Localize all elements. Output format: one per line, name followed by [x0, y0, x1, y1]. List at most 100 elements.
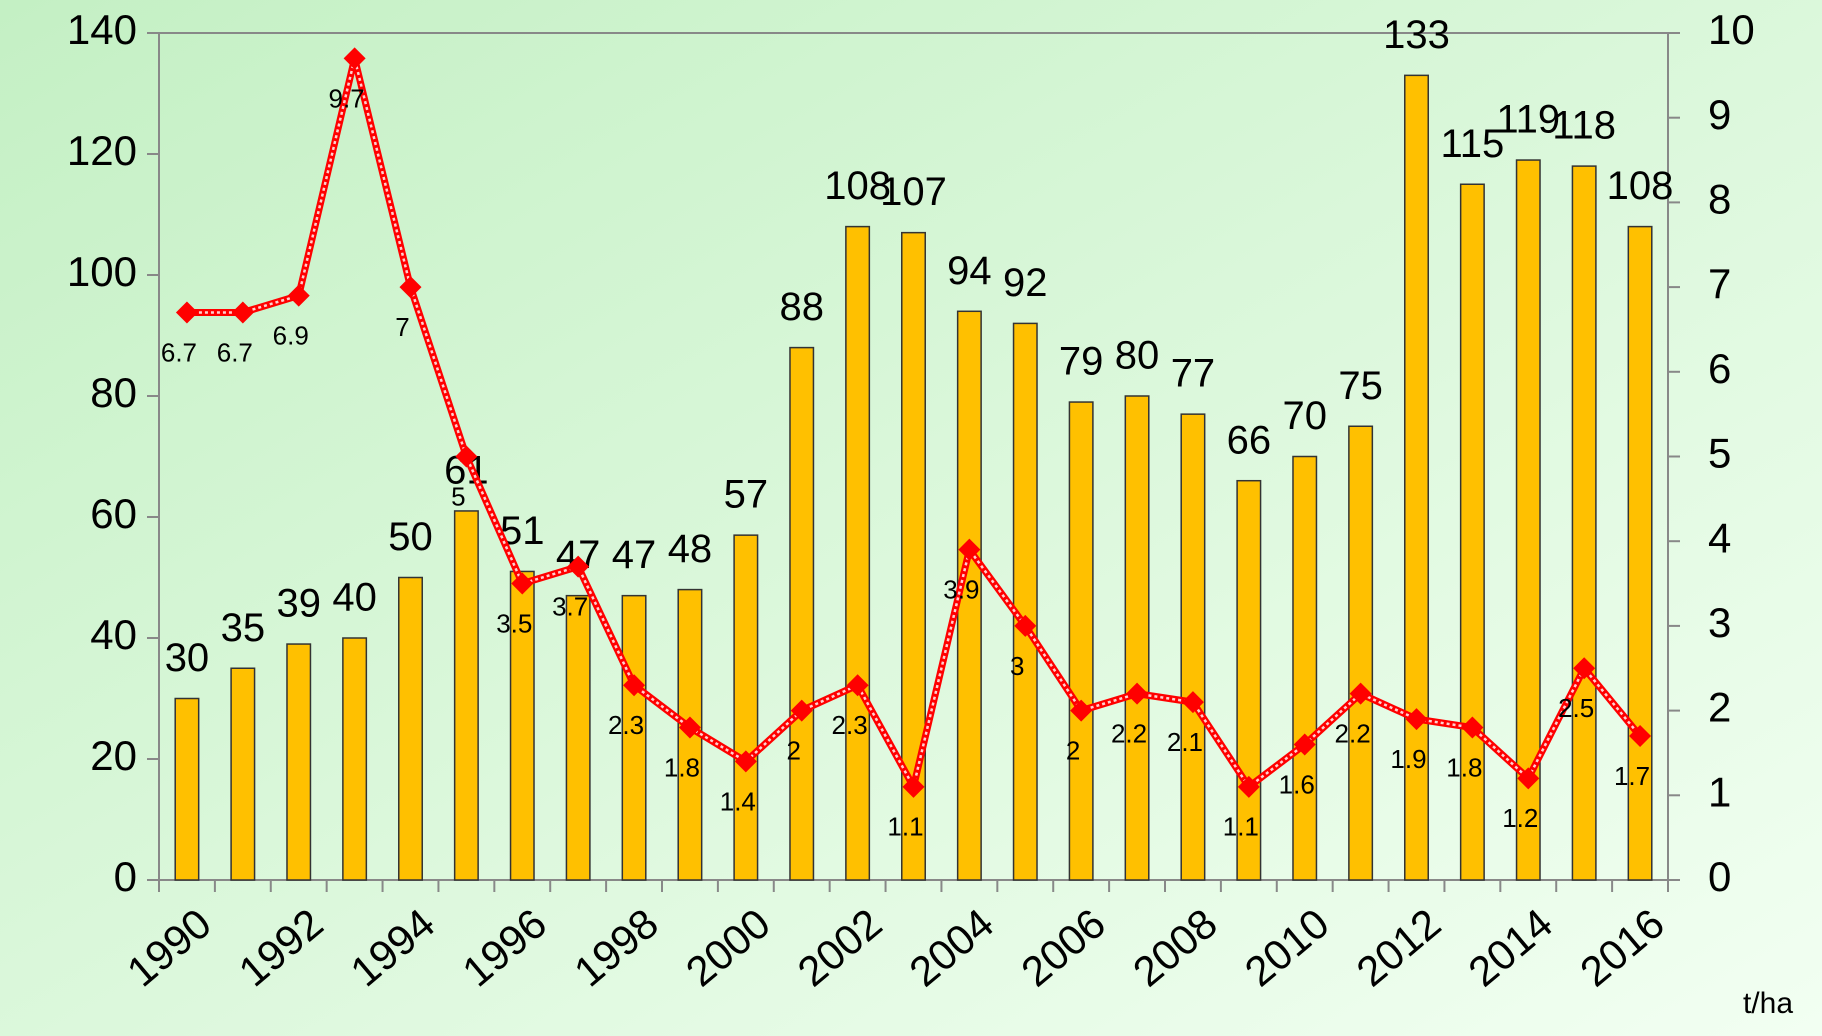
marker: [958, 538, 981, 561]
line-value-label: 1.1: [887, 812, 923, 842]
marker: [623, 674, 646, 697]
marker: [1461, 716, 1484, 739]
y2-tick-label: 9: [1708, 91, 1731, 138]
bar-value-label: 30: [165, 636, 210, 680]
line-value-label: 2: [786, 735, 800, 765]
bar: [1068, 401, 1094, 881]
bar: [733, 534, 759, 881]
bar-value-label: 79: [1059, 340, 1104, 384]
line-value-label: 3.9: [943, 575, 979, 605]
bar: [901, 231, 926, 881]
line-value-label: 1.8: [1446, 752, 1482, 782]
bar-value-label: 75: [1338, 364, 1383, 408]
y2-tick-label: 10: [1708, 6, 1755, 53]
line-value-label: 3: [1010, 651, 1024, 681]
y2-tick-label: 2: [1708, 684, 1731, 731]
y-tick-label: 40: [90, 611, 137, 658]
marker: [1181, 691, 1204, 714]
y2-tick-label: 1: [1708, 768, 1731, 815]
bar: [1515, 159, 1541, 881]
line-value-label: 2.3: [832, 710, 868, 740]
line-value-label: 3.5: [496, 608, 532, 638]
y-tick-label: 0: [114, 853, 137, 900]
y2-axis-label: t/ha: [1743, 987, 1793, 1020]
bar: [1627, 225, 1653, 881]
marker: [846, 674, 869, 697]
marker: [1293, 733, 1316, 756]
bar: [789, 346, 815, 881]
line-value-label: 6.7: [217, 337, 253, 367]
bar-value-label: 115: [1440, 122, 1504, 166]
bar-value-label: 40: [332, 576, 377, 620]
line-value-label: 9.7: [329, 83, 365, 113]
marker: [1573, 657, 1596, 680]
line-value-label: 2: [1066, 735, 1080, 765]
line-value-label: 2.2: [1111, 719, 1147, 749]
bar-value-label: 107: [880, 170, 947, 214]
bar-value-label: 35: [221, 606, 266, 650]
bar-value-label: 57: [724, 473, 769, 517]
marker: [678, 716, 701, 739]
marker: [1349, 682, 1372, 705]
marker: [1126, 682, 1149, 705]
line-value-label: 2.1: [1167, 727, 1203, 757]
bar-value-label: 80: [1115, 334, 1160, 378]
bar: [845, 225, 871, 881]
bar: [453, 510, 479, 881]
line-value-label: 3.7: [552, 591, 588, 621]
bar: [286, 643, 312, 881]
y2-tick-label: 0: [1708, 853, 1731, 900]
marker: [1405, 708, 1428, 731]
line-value-label: 1.6: [1279, 769, 1315, 799]
line-value-label: 2.3: [608, 710, 644, 740]
bar-value-label: 92: [1003, 261, 1048, 305]
line-value-label: 1.9: [1390, 744, 1426, 774]
bar-value-label: 50: [388, 515, 433, 559]
marker: [511, 572, 534, 595]
y-tick-label: 20: [90, 732, 137, 779]
y-tick-label: 100: [67, 248, 137, 295]
bar: [1404, 74, 1429, 881]
marker: [734, 750, 757, 773]
y-tick-label: 80: [90, 369, 137, 416]
y-tick-label: 60: [90, 490, 137, 537]
bar-value-label: 88: [779, 285, 824, 329]
bar: [1571, 165, 1597, 881]
bar-value-label: 48: [668, 527, 713, 571]
marker: [343, 47, 366, 70]
bar: [230, 667, 256, 881]
bar: [398, 576, 423, 881]
line-value-label: 1.1: [1223, 812, 1259, 842]
line-value-label: 2.2: [1335, 719, 1371, 749]
marker: [902, 775, 925, 798]
bar: [342, 637, 368, 881]
line-value-label: 5: [451, 481, 465, 511]
bar-value-label: 39: [276, 582, 321, 626]
bar-value-label: 118: [1552, 104, 1616, 148]
line-value-label: 1.4: [720, 786, 756, 816]
line-value-label: 6.9: [273, 320, 309, 350]
y2-tick-label: 4: [1708, 514, 1731, 561]
y-tick-label: 120: [67, 127, 137, 174]
y2-tick-label: 3: [1708, 599, 1731, 646]
bar-value-label: 94: [947, 249, 992, 293]
line-value-label: 1.8: [664, 752, 700, 782]
bar-value-label: 70: [1282, 394, 1327, 438]
bar-value-label: 47: [612, 533, 657, 577]
line-value-label: 1.2: [1502, 803, 1538, 833]
line-value-label: 2.5: [1558, 693, 1594, 723]
y2-tick-label: 7: [1708, 260, 1731, 307]
bar: [174, 697, 200, 881]
bar-value-label: 133: [1383, 13, 1450, 57]
bar-value-label: 108: [824, 164, 891, 208]
y2-tick-label: 8: [1708, 175, 1731, 222]
bar: [1459, 183, 1485, 881]
line-value-label: 1.7: [1614, 761, 1650, 791]
marker: [175, 301, 198, 324]
bar: [1180, 413, 1206, 881]
bar-value-label: 108: [1607, 164, 1674, 208]
line-value-label: 6.7: [161, 337, 197, 367]
marker: [1014, 614, 1037, 637]
